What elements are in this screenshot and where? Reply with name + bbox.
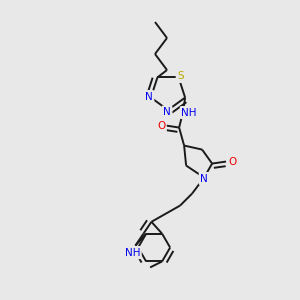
- Text: O: O: [157, 121, 165, 130]
- Text: N: N: [145, 92, 153, 102]
- Text: NH: NH: [182, 108, 197, 118]
- Text: O: O: [228, 157, 236, 166]
- Text: N: N: [163, 107, 171, 117]
- Text: NH: NH: [125, 248, 140, 258]
- Text: S: S: [177, 71, 184, 81]
- Text: N: N: [200, 174, 208, 184]
